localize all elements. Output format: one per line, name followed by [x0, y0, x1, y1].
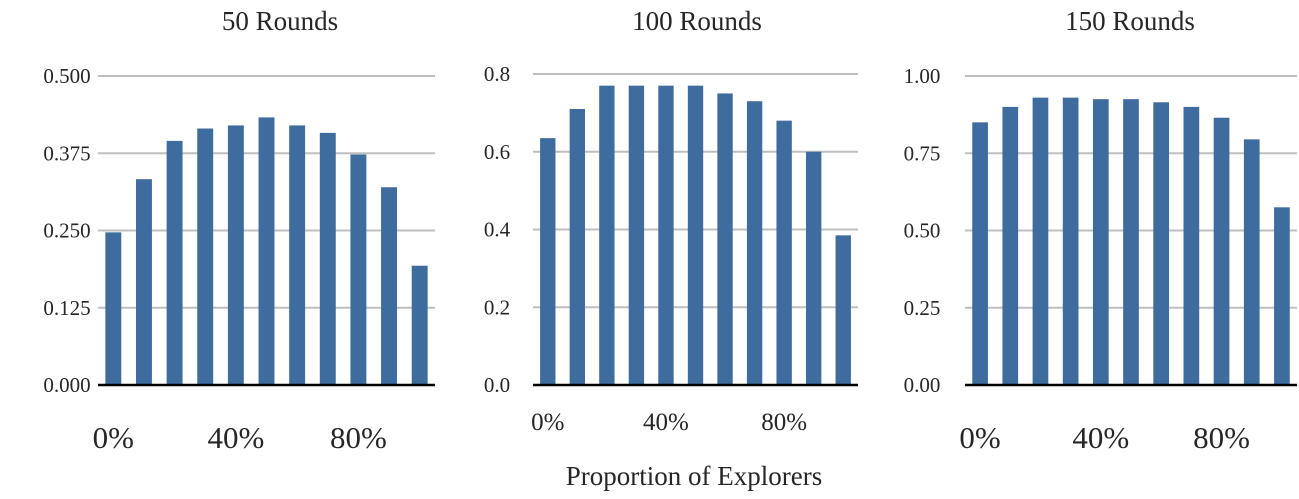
chart-title: 100 Rounds	[632, 6, 762, 36]
bar	[1092, 99, 1109, 386]
bar	[776, 120, 792, 386]
x-tick-label: 80%	[330, 420, 387, 455]
bar	[258, 117, 275, 385]
y-tick-label: 0.500	[43, 64, 90, 88]
bar	[806, 151, 822, 385]
bar	[166, 140, 183, 385]
y-tick-label: 0.2	[484, 295, 510, 319]
bar	[1153, 102, 1170, 385]
x-tick-label: 80%	[761, 409, 807, 436]
bar	[1183, 106, 1200, 386]
chart-panel-1: 0.000 0.125 0.250 0.375 0.500 0% 40% 80% 50 Roun…	[43, 6, 435, 455]
y-tick-label: 1.00	[904, 64, 941, 88]
y-tick-label: 0.125	[43, 296, 90, 320]
bar	[687, 85, 704, 385]
bar	[628, 85, 645, 385]
bar	[350, 154, 367, 385]
bar	[658, 85, 674, 385]
y-tick-label: 0.250	[43, 219, 90, 243]
chart-title: 150 Rounds	[1065, 6, 1195, 36]
y-tick-label: 0.6	[484, 140, 510, 164]
bar	[1274, 207, 1290, 385]
bar	[717, 93, 733, 385]
y-tick-label: 0.00	[904, 373, 941, 397]
y-tick-label: 0.75	[904, 141, 941, 165]
chart-panel-2: 0.0 0.2 0.4 0.6 0.8 0% 40% 80% 100 Rounds	[484, 6, 858, 436]
shared-x-axis-label: Proportion of Explorers	[566, 461, 822, 491]
bar	[1243, 139, 1260, 385]
chart-panel-3: 0.00 0.25 0.50 0.75 1.00 0% 40% 80% 150 Rounds	[904, 6, 1297, 455]
x-tick-label: 80%	[1193, 420, 1250, 455]
bar	[319, 132, 336, 385]
y-tick-label: 0.4	[484, 218, 511, 242]
chart-title: 50 Rounds	[222, 6, 338, 36]
bar	[1002, 106, 1019, 386]
bar	[381, 187, 398, 385]
y-tick-label: 0.0	[484, 373, 510, 397]
bar	[105, 232, 122, 385]
y-tick-label: 0.000	[43, 373, 90, 397]
x-tick-label: 40%	[643, 409, 689, 436]
y-tick-label: 0.8	[484, 62, 510, 86]
y-tick-label: 0.375	[43, 141, 90, 165]
bar	[569, 108, 585, 386]
bar	[1032, 97, 1049, 385]
bar	[835, 235, 851, 385]
bar	[972, 122, 988, 385]
x-tick-label: 0%	[93, 420, 134, 455]
bar	[746, 101, 763, 386]
bar	[197, 128, 214, 385]
x-tick-label: 40%	[1072, 420, 1129, 455]
bar	[1213, 117, 1230, 385]
x-tick-label: 0%	[959, 420, 1000, 455]
x-tick-label: 40%	[207, 420, 264, 455]
bar	[227, 125, 244, 385]
bar	[411, 265, 428, 385]
y-tick-label: 0.25	[904, 296, 941, 320]
bar	[135, 179, 152, 385]
y-tick-label: 0.50	[904, 219, 941, 243]
bar	[1062, 97, 1079, 385]
bar	[540, 138, 556, 385]
bar	[1123, 99, 1139, 386]
bar	[599, 85, 615, 385]
x-tick-label: 0%	[531, 409, 564, 436]
bar	[289, 125, 306, 385]
